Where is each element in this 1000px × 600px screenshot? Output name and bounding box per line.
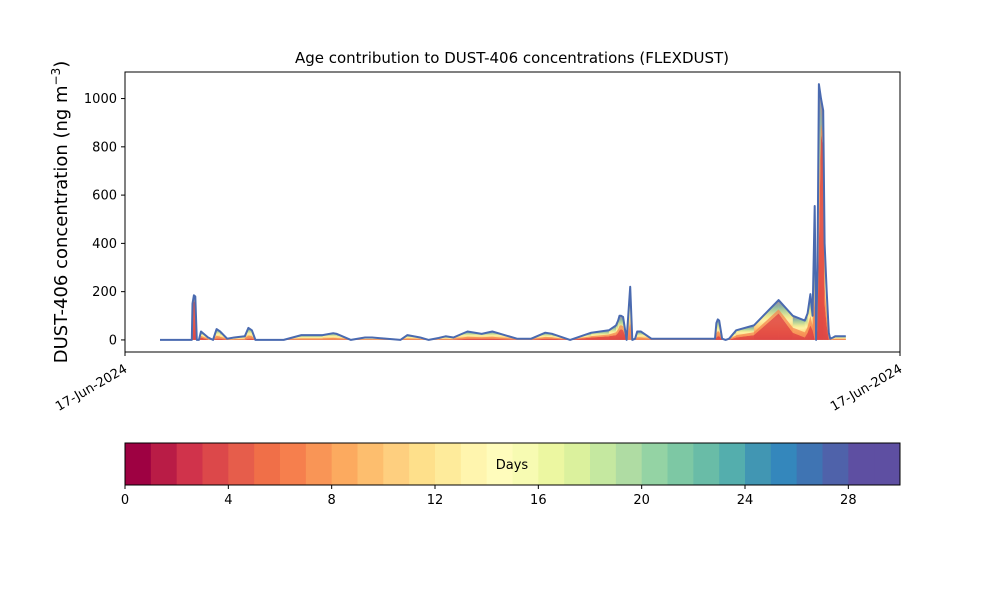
colorbar-swatch <box>848 443 875 485</box>
y-tick-label: 800 <box>92 140 117 155</box>
colorbar-swatch <box>770 443 798 485</box>
colorbar-tick-label: 20 <box>633 493 650 508</box>
series-line <box>160 83 846 341</box>
colorbar-swatch <box>719 443 746 485</box>
colorbar-swatch <box>460 443 488 485</box>
colorbar-swatch <box>357 443 384 485</box>
colorbar-swatch <box>409 443 436 485</box>
colorbar-swatch <box>435 443 462 485</box>
series-area-mid <box>160 123 846 340</box>
colorbar-frame <box>124 442 901 486</box>
colorbar-swatch <box>641 443 668 485</box>
colorbar-tick-label: 0 <box>121 493 129 508</box>
colorbar-swatch <box>615 443 643 485</box>
chart-title: Age contribution to DUST-406 concentrati… <box>295 49 729 67</box>
colorbar-swatch <box>150 443 178 485</box>
x-axis: 17-Jun-2024 17-Jun-2024 <box>53 352 905 415</box>
colorbar-swatch <box>564 443 591 485</box>
colorbar-swatch <box>202 443 229 485</box>
x-tick-label: 17-Jun-2024 <box>828 362 905 415</box>
series-area-older <box>160 84 846 340</box>
colorbar-swatch <box>331 443 358 485</box>
colorbar-swatch <box>693 443 720 485</box>
colorbar-tick-label: 12 <box>427 493 444 508</box>
colorbar-tick-label: 28 <box>840 493 857 508</box>
colorbar-tick-label: 4 <box>224 493 232 508</box>
colorbar-swatch <box>254 443 281 485</box>
y-tick-label: 600 <box>92 189 117 204</box>
colorbar-swatch <box>176 443 203 485</box>
plot-frame <box>124 71 901 353</box>
colorbar-swatch <box>512 443 539 485</box>
colorbar: 0 4 8 12 16 20 24 28 <box>121 442 901 508</box>
colorbar-swatch <box>745 443 772 485</box>
y-tick-label: 400 <box>92 237 117 252</box>
colorbar-swatch <box>667 443 694 485</box>
colorbar-swatch <box>874 443 901 485</box>
colorbar-swatch <box>228 443 255 485</box>
x-tick-label: 17-Jun-2024 <box>53 362 130 415</box>
plot-clip-group <box>160 83 846 341</box>
colorbar-swatch <box>280 443 307 485</box>
colorbar-swatch <box>822 443 849 485</box>
colorbar-swatch <box>383 443 410 485</box>
colorbar-tick-label: 16 <box>530 493 547 508</box>
colorbar-swatch <box>590 443 617 485</box>
colorbar-swatch <box>796 443 823 485</box>
colorbar-tick-label: 8 <box>328 493 336 508</box>
y-axis-label: DUST-406 concentration (ng m−3) <box>49 61 72 364</box>
y-tick-label: 0 <box>109 333 117 348</box>
colorbar-label: Days <box>496 458 529 473</box>
y-axis-label-main: DUST-406 concentration (ng m <box>51 85 72 363</box>
plot-area <box>160 83 846 341</box>
colorbar-swatch <box>486 443 513 485</box>
y-axis-label-close: ) <box>51 61 72 68</box>
colorbar-swatch <box>125 443 152 485</box>
y-axis-label-exponent: −3 <box>49 68 63 86</box>
y-axis: 0 200 400 600 800 1000 <box>84 92 125 348</box>
colorbar-tick-label: 24 <box>737 493 754 508</box>
series-area-young <box>160 134 846 340</box>
y-tick-label: 200 <box>92 285 117 300</box>
colorbar-swatch <box>305 443 333 485</box>
colorbar-swatch <box>538 443 565 485</box>
y-tick-label: 1000 <box>84 92 117 107</box>
